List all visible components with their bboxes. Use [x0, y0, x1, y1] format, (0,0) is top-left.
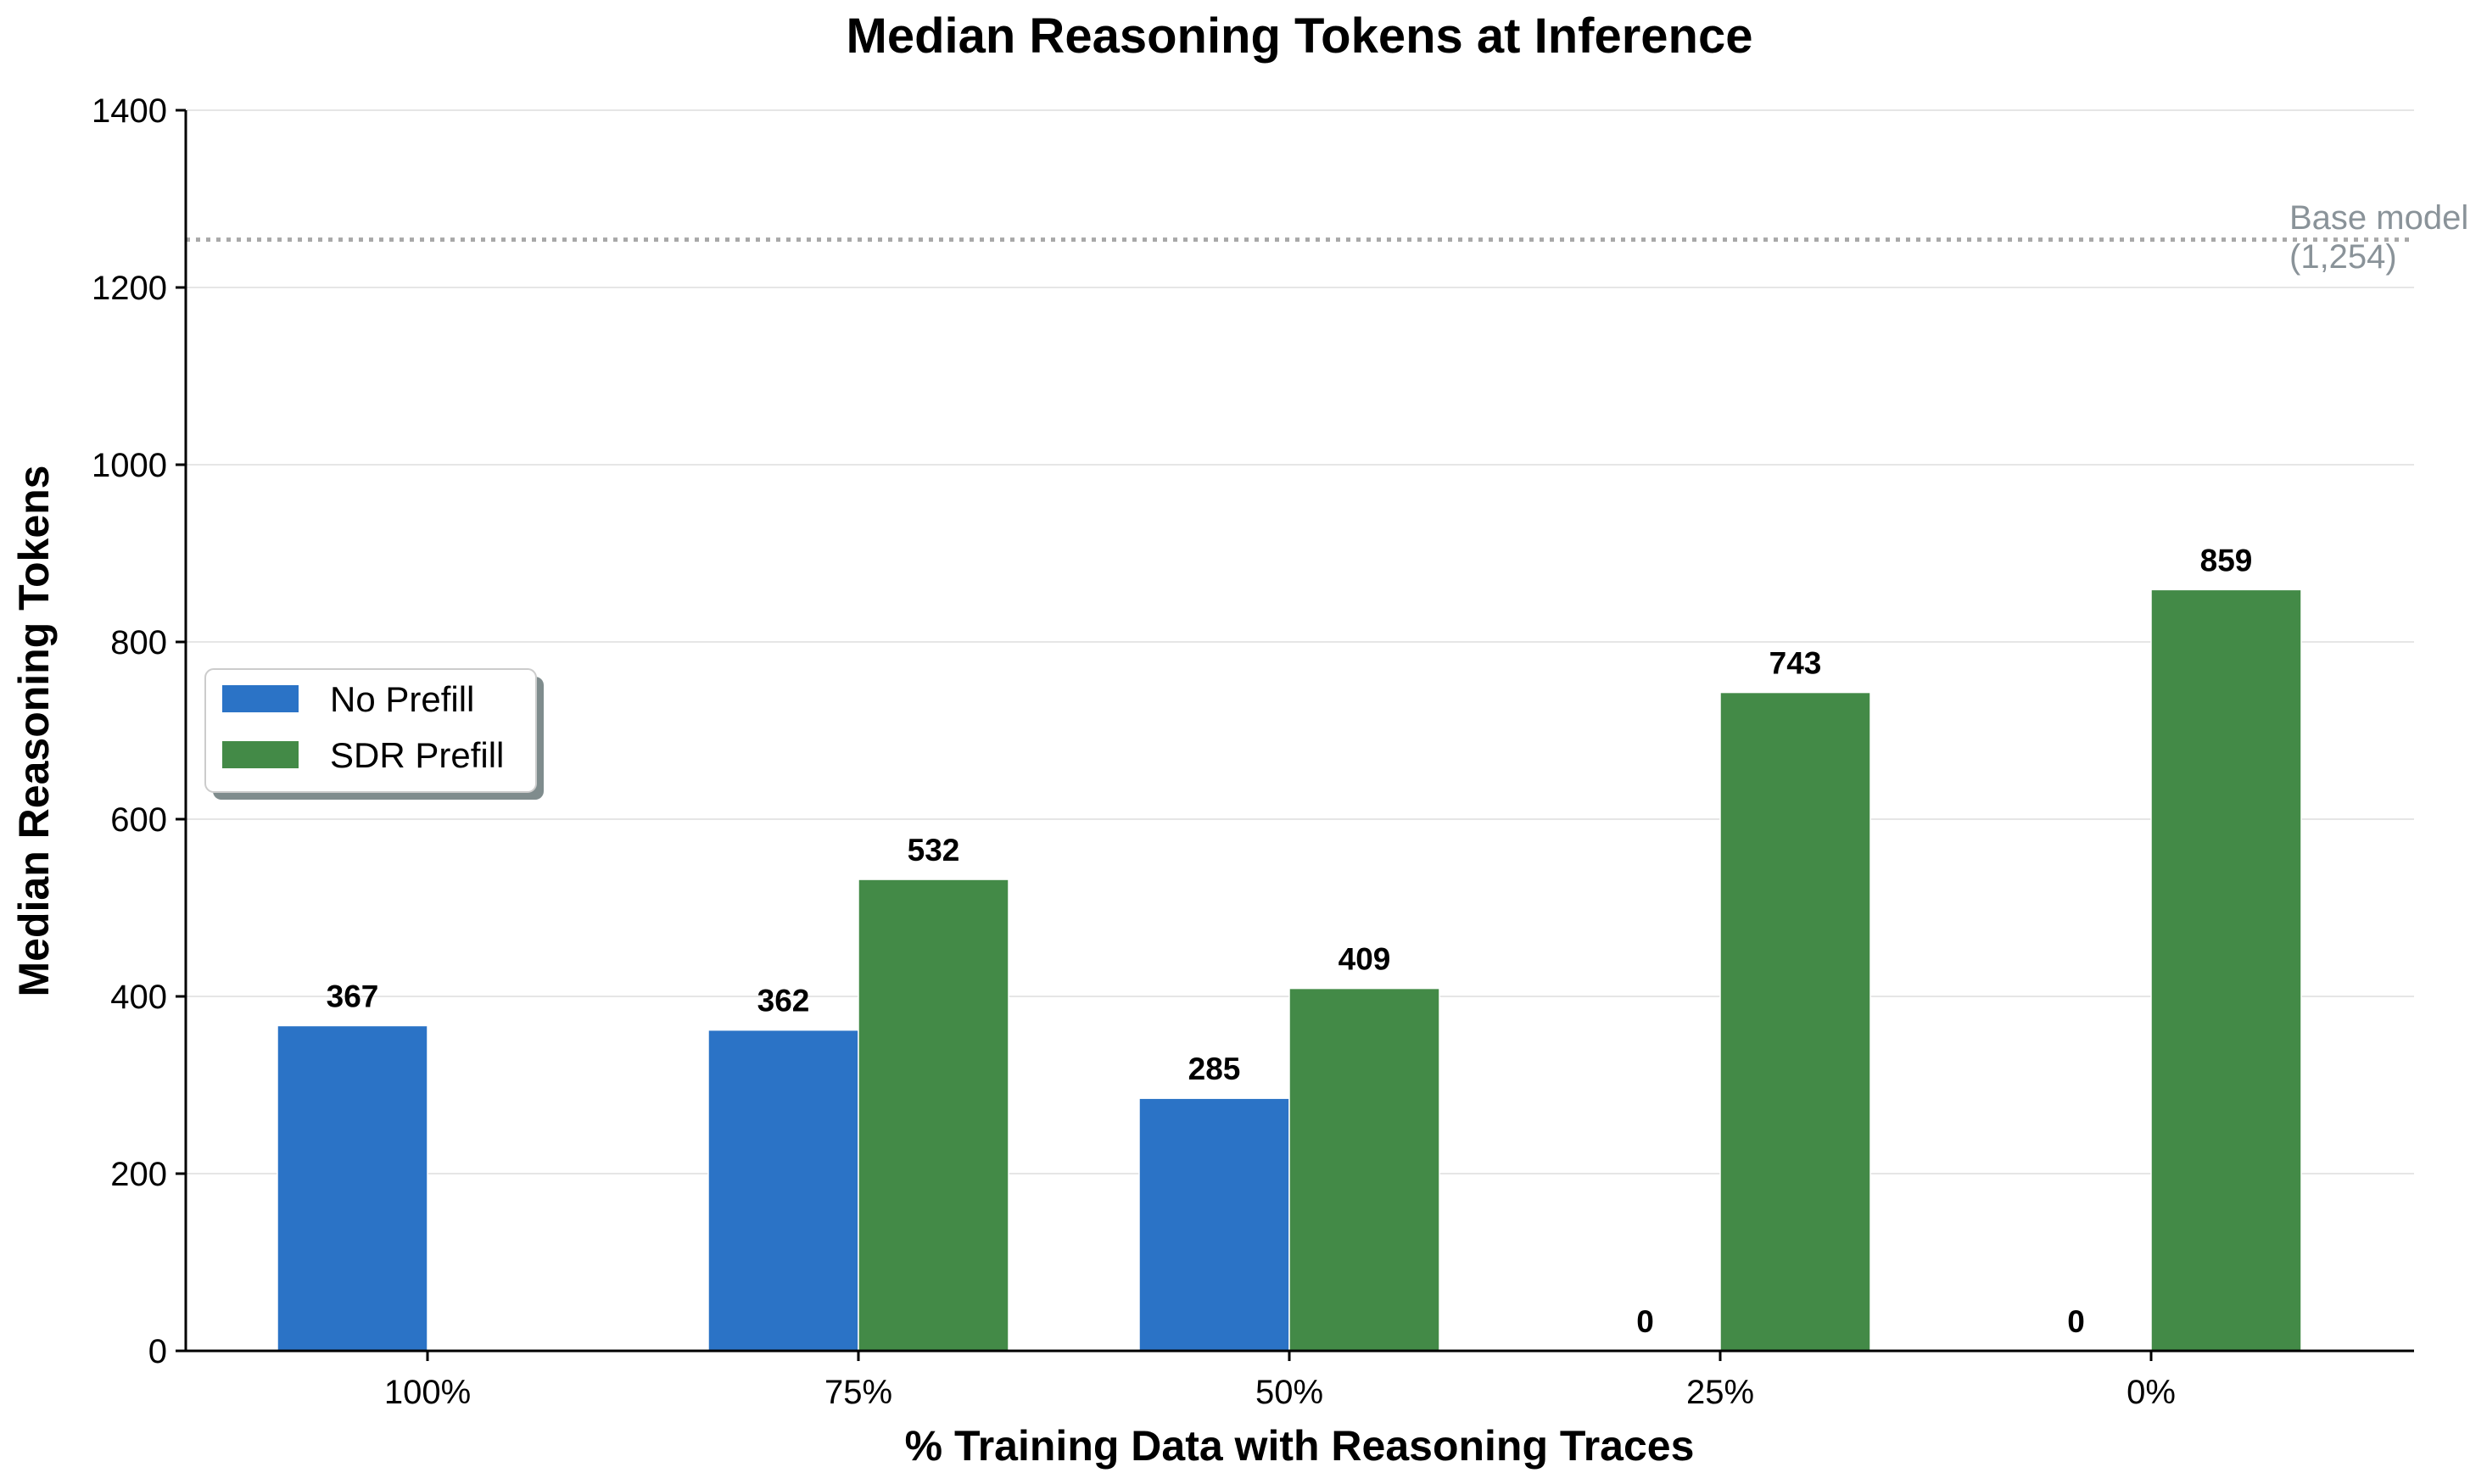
y-tick-label: 200 — [110, 1156, 167, 1193]
data-label: 859 — [2200, 543, 2253, 577]
bar-no-prefill — [1138, 1097, 1290, 1352]
reference-label-line2: (1,254) — [2289, 238, 2397, 276]
data-labels: 367 362 285 0 0 532 409 743 859 — [327, 543, 2253, 1339]
bar-sdr-prefill — [1288, 987, 1440, 1352]
bar-no-prefill — [707, 1029, 859, 1352]
x-tick-label: 0% — [2127, 1374, 2176, 1411]
bars — [277, 589, 2302, 1352]
legend-label-sdr-prefill: SDR Prefill — [330, 735, 504, 775]
y-tick-label: 400 — [110, 979, 167, 1016]
base-model-reference: Base model(1,254) — [186, 199, 2468, 276]
data-label: 0 — [1636, 1304, 1654, 1339]
y-tick-label: 1200 — [92, 270, 167, 307]
legend-label-no-prefill: No Prefill — [330, 679, 474, 719]
reference-label-line1: Base model — [2289, 199, 2468, 237]
y-tick-label: 600 — [110, 801, 167, 839]
data-label: 409 — [1339, 942, 1391, 977]
gridlines — [186, 109, 2414, 1174]
y-axis-label: Median Reasoning Tokens — [10, 466, 58, 997]
legend-swatch-sdr-prefill — [222, 741, 299, 768]
data-label: 285 — [1188, 1052, 1241, 1086]
x-tick-label: 25% — [1686, 1374, 1754, 1411]
bar-sdr-prefill — [1719, 691, 1871, 1352]
data-label: 0 — [2067, 1304, 2085, 1339]
legend: No Prefill SDR Prefill — [204, 668, 544, 800]
bar-sdr-prefill — [2150, 589, 2302, 1352]
bar-no-prefill — [277, 1024, 428, 1352]
x-tick-label: 100% — [384, 1374, 471, 1411]
chart-title: Median Reasoning Tokens at Inference — [847, 8, 1753, 64]
y-tick-label: 1400 — [92, 92, 167, 130]
bar-sdr-prefill — [858, 879, 1009, 1352]
data-label: 367 — [327, 979, 379, 1013]
data-label: 743 — [1769, 646, 1822, 681]
y-tick-label: 0 — [148, 1333, 167, 1370]
y-tick-label: 1000 — [92, 447, 167, 484]
y-tick-label: 800 — [110, 624, 167, 661]
x-tick-label: 50% — [1255, 1374, 1323, 1411]
data-label: 362 — [757, 984, 810, 1018]
x-tick-label: 75% — [824, 1374, 892, 1411]
legend-swatch-no-prefill — [222, 685, 299, 712]
axes: 0 200 400 600 800 1000 1200 1400 100% 75% 50% 25% 0% — [92, 92, 2414, 1411]
x-axis-label: % Training Data with Reasoning Traces — [905, 1422, 1695, 1470]
data-label: 532 — [908, 833, 960, 868]
